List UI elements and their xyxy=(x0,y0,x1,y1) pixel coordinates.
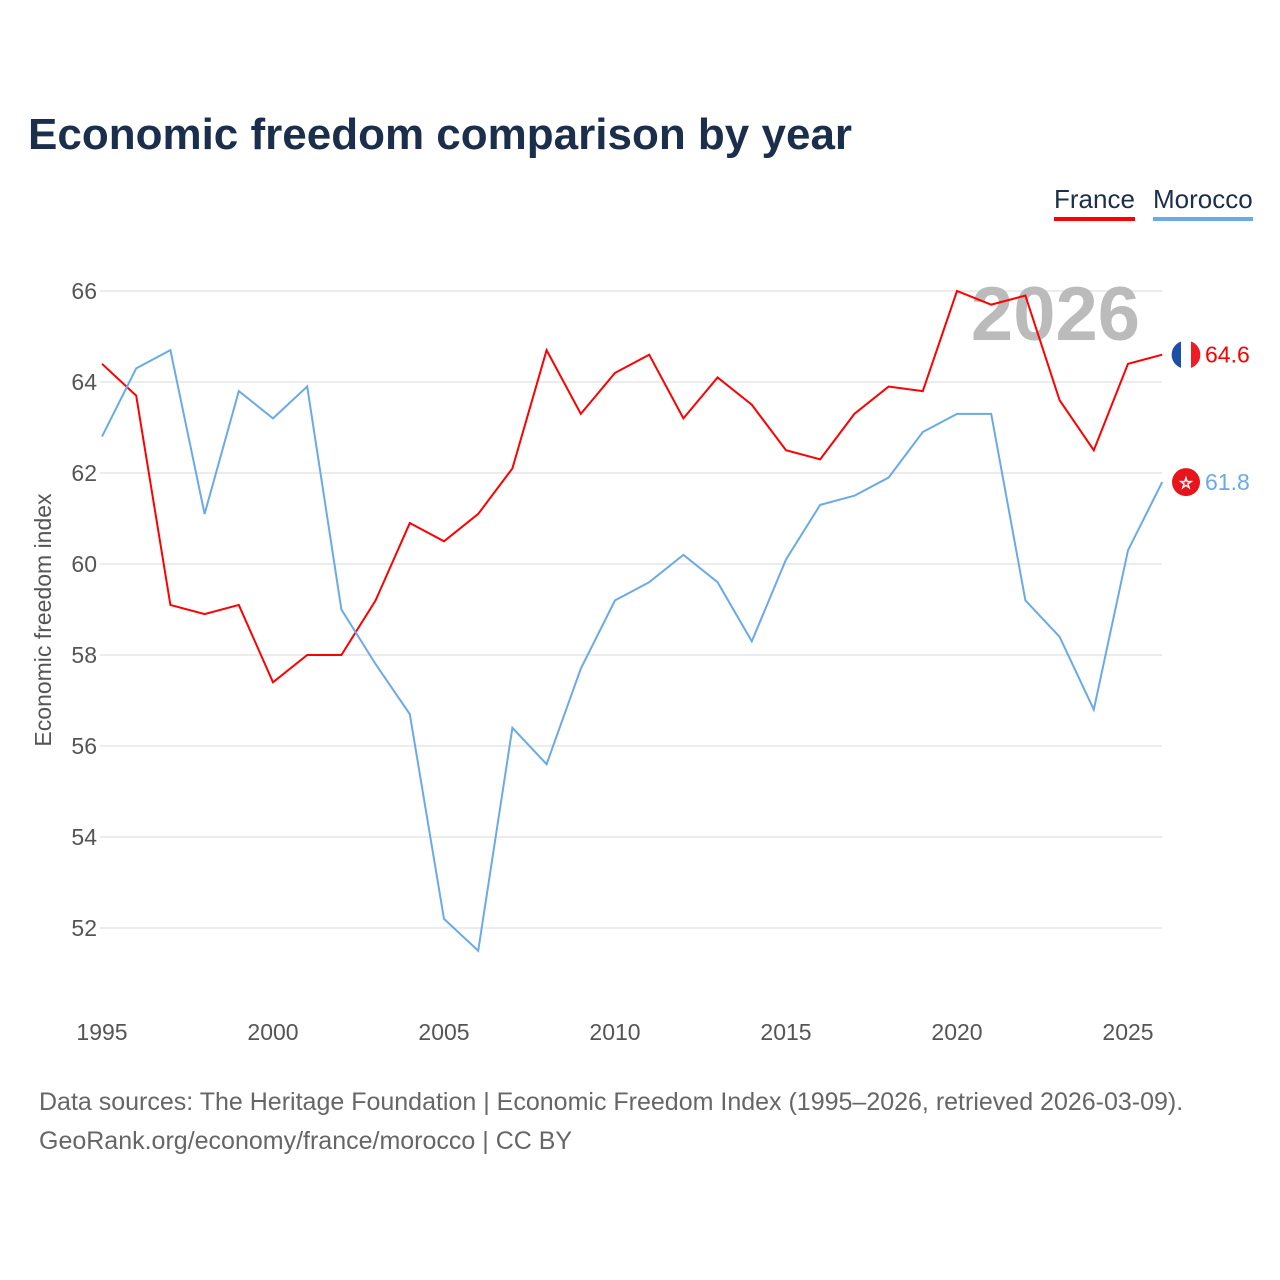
y-tick-label: 66 xyxy=(71,278,97,304)
y-tick-label: 64 xyxy=(71,369,97,395)
y-tick-label: 60 xyxy=(71,551,97,577)
footer-credit: GeoRank.org/economy/france/morocco | CC … xyxy=(39,1127,573,1155)
x-tick-label: 2020 xyxy=(931,1019,982,1045)
y-tick-label: 56 xyxy=(71,733,97,759)
footer-sources: Data sources: The Heritage Foundation | … xyxy=(39,1088,1184,1116)
y-tick-label: 62 xyxy=(71,460,97,486)
series-line-france xyxy=(101,289,1163,684)
legend-morocco[interactable]: Morocco xyxy=(1153,184,1253,221)
y-axis-label: Economic freedom index xyxy=(30,493,56,747)
x-tick-label: 2000 xyxy=(247,1019,298,1045)
flag-star: ☆ xyxy=(1179,475,1192,492)
y-tick-label: 58 xyxy=(71,642,97,668)
series-line-morocco xyxy=(101,348,1164,953)
x-tick-label: 2015 xyxy=(760,1019,811,1045)
legend-france[interactable]: France xyxy=(1054,184,1135,221)
chart-title: Economic freedom comparison by year xyxy=(28,110,853,159)
y-tick-label: 52 xyxy=(71,915,97,941)
x-tick-label: 2010 xyxy=(589,1019,640,1045)
x-tick-label: 1995 xyxy=(76,1019,127,1045)
flag-red-stripe xyxy=(1191,341,1201,368)
flag-blue-stripe xyxy=(1171,341,1181,368)
x-tick-label: 2025 xyxy=(1102,1019,1153,1045)
x-tick-label: 2005 xyxy=(418,1019,469,1045)
end-value-label: 61.8 xyxy=(1205,469,1250,495)
end-value-label: 64.6 xyxy=(1205,342,1250,368)
year-watermark: 2026 xyxy=(971,272,1140,357)
y-tick-label: 54 xyxy=(71,824,97,850)
morocco-flag-icon xyxy=(1172,468,1200,497)
